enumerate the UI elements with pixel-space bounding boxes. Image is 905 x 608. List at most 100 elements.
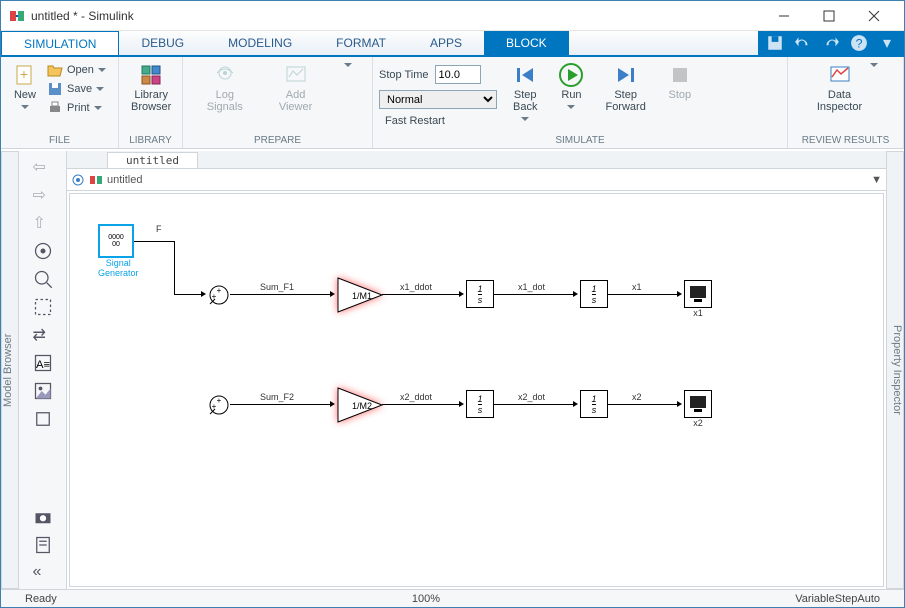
doc-tab-untitled[interactable]: untitled [107,152,198,168]
sum2-block[interactable]: ++ [208,394,230,421]
breadcrumb[interactable]: untitled [107,174,142,186]
svg-text:A≡: A≡ [35,359,50,371]
run-button[interactable]: Run [553,61,589,113]
status-solver[interactable]: VariableStepAuto [779,593,896,605]
image-icon[interactable] [33,381,53,401]
window-title: untitled * - Simulink [31,9,761,23]
tab-apps[interactable]: APPS [408,31,484,55]
print-button[interactable]: Print [45,99,108,117]
group-review-label: REVIEW RESULTS [794,134,897,146]
stop-time-label: Stop Time [379,69,429,81]
sum1-block[interactable]: ++ [208,284,230,311]
diagram-canvas[interactable]: 0000 00 Signal Generator F ++ Sum_F1 1/M… [69,193,884,587]
wire [494,404,576,405]
integrator4-block[interactable]: 1s [580,390,608,418]
signal-generator-block[interactable]: 0000 00 Signal Generator [98,224,139,278]
tab-debug[interactable]: DEBUG [119,31,206,55]
help-icon[interactable]: ? [850,34,868,52]
integrator1-block[interactable]: 1 1s [466,280,494,308]
scope1-block[interactable]: x1 [684,280,712,318]
group-library-label: LIBRARY [125,134,176,146]
property-inspector-tab[interactable]: Property Inspector [886,151,904,589]
box-icon[interactable] [33,409,53,429]
gain1-block[interactable]: 1/M1 [336,276,384,319]
group-file-label: FILE [7,134,112,146]
svg-text:+: + [20,66,28,82]
log-signals-button[interactable]: Log Signals [201,61,249,115]
step-back-label: Step Back [513,89,537,113]
fit-icon[interactable] [33,297,53,317]
wire [174,241,175,294]
fast-restart-button[interactable]: Fast Restart [379,115,497,127]
qat-dropdown-icon[interactable]: ▾ [878,34,896,52]
close-button[interactable] [851,1,896,31]
annotation-icon[interactable]: A≡ [33,353,53,373]
tab-format[interactable]: FORMAT [314,31,408,55]
data-inspector-button[interactable]: Data Inspector [811,61,868,115]
data-inspector-label: Data Inspector [817,89,862,113]
model-browser-tab[interactable]: Model Browser [1,151,19,589]
tab-modeling[interactable]: MODELING [206,31,314,55]
add-viewer-label: Add Viewer [279,89,312,113]
status-zoom[interactable]: 100% [396,593,456,605]
redo-icon[interactable] [822,34,840,52]
sim-mode-select[interactable]: Normal [379,90,497,109]
tab-simulation[interactable]: SIMULATION [1,31,119,55]
palette-bar: ⇦ ⇨ ⇧ ⇄ A≡ « [19,151,67,589]
nav-back-icon[interactable]: ⇦ [33,157,53,177]
siggen-row0: 0000 [108,234,124,241]
toggle-icon[interactable]: ⇄ [33,325,53,345]
open-button[interactable]: Open [45,61,108,79]
collapse-icon[interactable]: « [33,563,53,583]
minimize-button[interactable] [761,1,806,31]
ribbon: + New Open Save Print FILE Library Brows… [1,57,904,149]
review-dropdown[interactable] [868,61,880,69]
stop-time-row: Stop Time [379,65,497,84]
camera-icon[interactable] [33,507,53,527]
add-viewer-button[interactable]: Add Viewer [273,61,318,115]
save-label: Save [67,83,92,95]
save-icon[interactable] [766,34,784,52]
wire [608,404,680,405]
scope2-block[interactable]: x2 [684,390,712,428]
run-label: Run [561,89,581,101]
sum-f2-label: Sum_F2 [260,392,294,402]
wire [382,294,462,295]
stop-time-input[interactable] [435,65,481,84]
scope1-label: x1 [684,308,712,318]
save-button[interactable]: Save [45,80,108,98]
tab-block[interactable]: BLOCK [484,31,569,55]
hide-icon[interactable] [33,241,53,261]
app-icon [9,8,25,24]
report-icon[interactable] [33,535,53,555]
undo-icon[interactable] [794,34,812,52]
integrator2-block[interactable]: 1s [580,280,608,308]
x1-dot-label: x1_dot [518,282,545,292]
step-back-button[interactable]: Step Back [507,61,543,125]
view-dropdown-icon[interactable]: ▼ [871,174,882,186]
signal-generator-label: Signal Generator [98,258,139,278]
svg-text:1/M2: 1/M2 [352,401,372,411]
prepare-dropdown[interactable] [342,61,354,69]
library-browser-button[interactable]: Library Browser [125,61,177,115]
new-label: New [14,89,36,101]
svg-text:+: + [217,396,222,405]
hierarchy-icon[interactable] [71,173,85,187]
x2-dot-label: x2_dot [518,392,545,402]
nav-up-icon[interactable]: ⇧ [33,213,53,233]
stop-label: Stop [668,89,691,101]
integrator3-block[interactable]: 1s [466,390,494,418]
stop-button[interactable]: Stop [662,61,698,103]
gain2-block[interactable]: 1/M2 [336,386,384,429]
editor-area: ⇦ ⇨ ⇧ ⇄ A≡ « untitled untitled ▼ 0000 [19,151,886,589]
nav-fwd-icon[interactable]: ⇨ [33,185,53,205]
breadcrumb-bar: untitled ▼ [67,169,886,191]
zoom-icon[interactable] [33,269,53,289]
scope2-label: x2 [684,418,712,428]
maximize-button[interactable] [806,1,851,31]
status-bar: Ready 100% VariableStepAuto [1,589,904,607]
new-button[interactable]: + New [7,61,43,113]
siggen-row1: 00 [112,241,120,248]
step-forward-button[interactable]: Step Forward [599,61,651,115]
group-prepare-label: PREPARE [189,134,366,146]
